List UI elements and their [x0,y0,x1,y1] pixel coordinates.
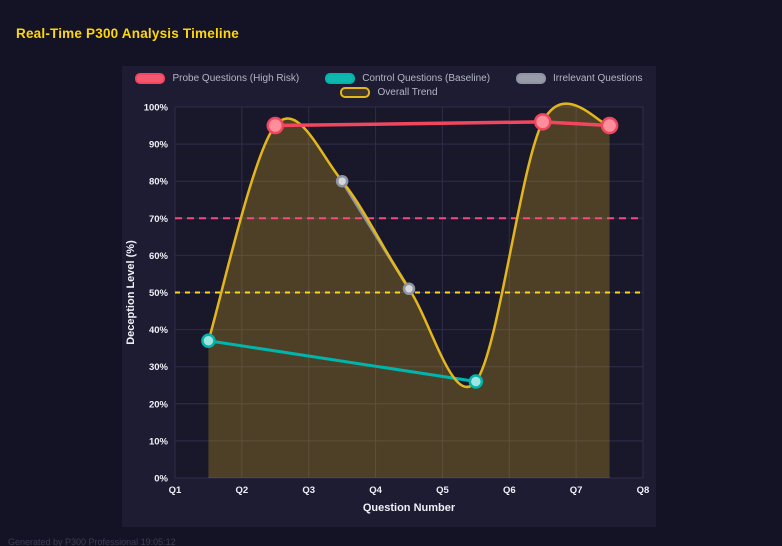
p300-timeline-chart: 0% 10% 20% 30% 40% 50% 60% 70% 80% 90% 100% Q1 Q2 Q3 Q… [125,103,650,515]
x-tick-label: Q4 [369,485,382,496]
legend-label-probe-questions-high-risk: Probe Questions (High Risk) [172,73,300,84]
legend-row: Probe Questions (High Risk) Control Quest… [122,73,656,84]
legend-label-control-questions-baseline: Control Questions (Baseline) [362,73,491,84]
y-tick-label: 70% [149,214,169,225]
legend-item-control-questions-baseline[interactable]: Control Questions (Baseline) [325,73,490,84]
data-point-control-questions-baseline[interactable] [468,374,484,389]
series-line-control-questions-baseline [206,339,478,384]
x-tick-label: Q5 [436,485,449,496]
legend-item-overall-trend[interactable]: Overall Trend [340,87,438,98]
data-point-probe-questions-high-risk[interactable] [533,113,552,131]
data-point-control-questions-baseline[interactable] [201,333,216,348]
legend-label-irrelevant-questions: Irrelevant Questions [553,73,643,84]
y-tick-label: 40% [149,325,169,336]
y-tick-label: 30% [149,362,169,373]
legend-label-overall-trend: Overall Trend [377,87,438,98]
x-tick-label: Q6 [503,485,516,496]
data-point-irrelevant-questions[interactable] [402,282,416,296]
legend-swatch-control-questions-baseline [325,73,356,84]
data-point-probe-questions-high-risk[interactable] [266,116,285,135]
legend-row: Overall Trend [122,87,656,98]
legend-swatch-irrelevant-questions [516,73,547,84]
x-tick-label: Q8 [637,485,650,496]
y-tick-label: 90% [149,140,169,151]
y-axis-title: Deception Level (%) [125,240,137,345]
data-point-irrelevant-questions[interactable] [335,174,349,188]
y-tick-label: 0% [154,474,168,485]
data-point-probe-questions-high-risk[interactable] [600,116,619,135]
legend-item-irrelevant-questions[interactable]: Irrelevant Questions [516,73,643,84]
y-tick-label: 100% [144,103,169,114]
legend-swatch-overall-trend [340,87,371,98]
x-tick-label: Q2 [236,485,249,496]
legend-item-probe-questions-high-risk[interactable]: Probe Questions (High Risk) [135,73,299,84]
x-axis-title: Question Number [363,502,456,514]
y-tick-label: 20% [149,399,169,410]
footer-note: Generated by P300 Professional 19:05:12 [8,537,176,546]
y-tick-label: 80% [149,177,169,188]
y-tick-label: 50% [149,288,169,299]
page-title: Real-Time P300 Analysis Timeline [16,26,240,41]
legend-swatch-probe-questions-high-risk [135,73,166,84]
x-tick-label: Q1 [169,485,182,496]
x-tick-label: Q3 [302,485,315,496]
chart-panel: Probe Questions (High Risk) Control Quest… [122,66,656,527]
x-tick-label: Q7 [570,485,583,496]
y-tick-label: 60% [149,251,169,262]
chart-legend: Probe Questions (High Risk) Control Quest… [122,66,656,98]
y-tick-label: 10% [149,436,169,447]
